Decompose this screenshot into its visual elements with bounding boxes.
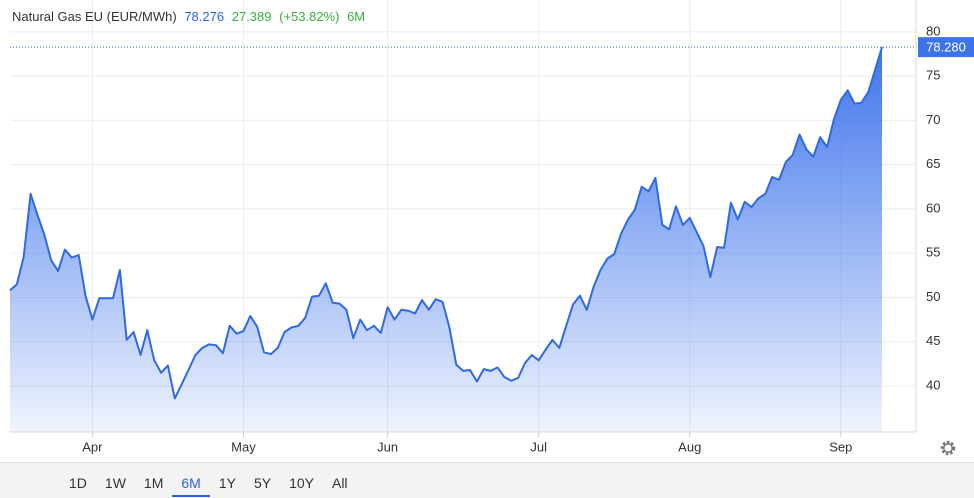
title: Natural Gas EU (EUR/MWh) [12,9,177,24]
gear-teeth [940,440,956,456]
range-button[interactable]: 10Y [289,475,314,491]
x-tick-label: Jul [530,439,547,454]
y-tick-label: 45 [926,333,940,348]
y-tick-label: 70 [926,112,940,127]
range-button[interactable]: 1W [104,475,126,491]
last-price: 78.276 [184,9,225,24]
area [10,47,882,432]
last-price-label: 78.280 [926,40,966,55]
range-button[interactable]: 1Y [218,475,236,491]
range-button[interactable]: 6M [172,471,210,497]
gear-ring [942,442,954,454]
range-button[interactable]: 1M [143,475,164,491]
range-bar [0,462,974,498]
last-price-badge [918,37,974,58]
y-tick-label: 40 [926,377,940,392]
settings-icon[interactable] [940,440,956,456]
range-buttons: 1D 1W 1M 6M 1Y 5Y 10Y All [60,471,357,497]
change: 27.389 [231,9,272,24]
y-tick-label: 50 [926,289,940,304]
period: 6M [347,9,366,24]
y-tick-label: 65 [926,156,940,171]
header: Natural Gas EU (EUR/MWh) 78.276 27.389 (… [12,9,369,24]
y-tick-label: 80 [926,23,940,38]
x-tick-label: Apr [82,439,103,454]
x-tick-label: Sep [829,439,852,454]
y-tick-label: 55 [926,245,940,260]
line [9,46,883,400]
x-tick-label: Aug [678,439,701,454]
range-button[interactable]: All [331,475,348,491]
y-tick-label: 60 [926,200,940,215]
range-button[interactable]: 5Y [253,475,272,491]
change-pct: (+53.82%) [279,9,340,24]
range-button[interactable]: 1D [69,475,87,491]
x-tick-label: Jun [377,439,398,454]
y-tick-label: 75 [926,68,940,83]
x-tick-label: May [231,439,256,454]
